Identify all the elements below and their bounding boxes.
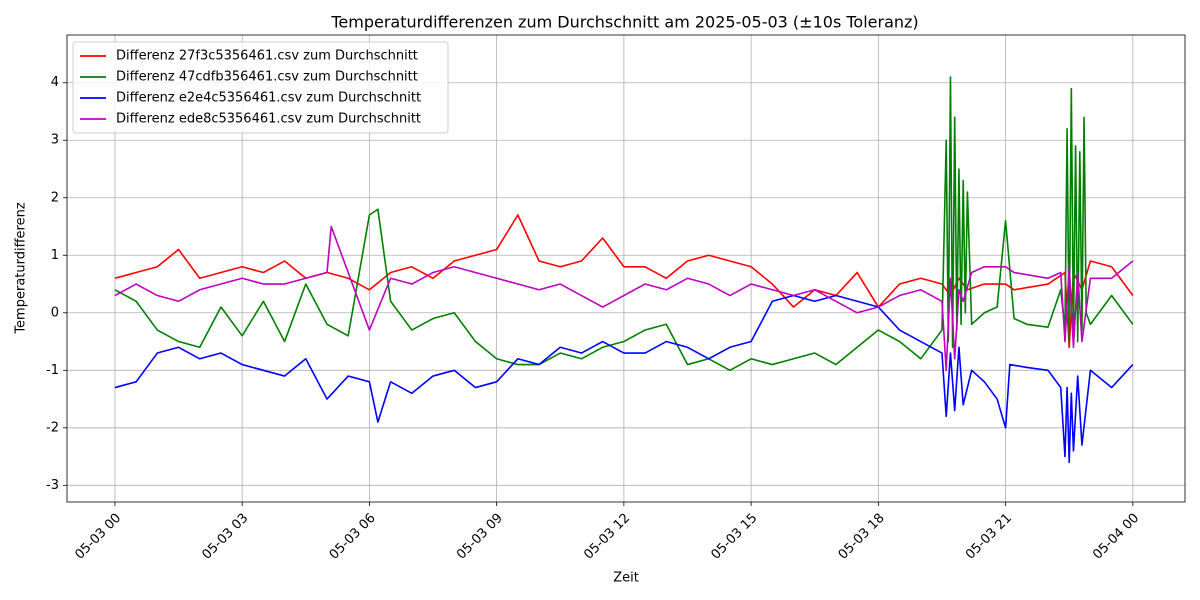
y-tick-label: 3	[51, 133, 59, 148]
y-tick-label: -1	[46, 363, 59, 378]
y-tick-label: -3	[46, 478, 59, 493]
legend-label: Differenz 47cdfb356461.csv zum Durchschn…	[116, 70, 418, 85]
legend-box	[72, 41, 449, 134]
chart-title: Temperaturdifferenzen zum Durchschnitt a…	[330, 13, 918, 32]
legend-label: Differenz e2e4c5356461.csv zum Durchschn…	[116, 91, 421, 106]
plot-frame	[66, 34, 1186, 503]
y-tick-label: 0	[51, 305, 59, 320]
y-tick-label: 2	[51, 190, 59, 205]
series-line	[114, 76, 1134, 372]
y-tick-label: 4	[51, 75, 59, 90]
series-line	[114, 214, 1134, 349]
series-line	[114, 225, 1134, 372]
x-axis-label: Zeit	[613, 571, 639, 586]
y-tick-label: -2	[46, 420, 59, 435]
series-line	[114, 294, 1134, 464]
y-tick-label: 1	[51, 248, 59, 263]
legend-label: Differenz 27f3c5356461.csv zum Durchschn…	[116, 49, 418, 64]
y-axis-label: Temperaturdifferenz	[14, 202, 29, 335]
legend-label: Differenz ede8c5356461.csv zum Durchschn…	[116, 112, 421, 127]
